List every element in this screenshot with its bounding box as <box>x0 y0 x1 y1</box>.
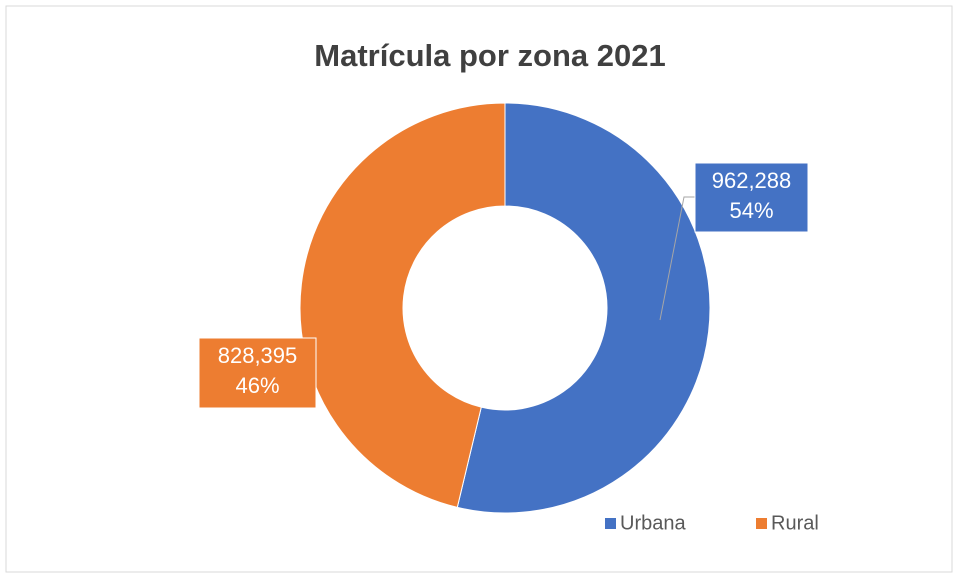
legend-label: Urbana <box>620 512 686 534</box>
donut-slice <box>299 102 506 508</box>
data-label-percent: 54% <box>729 198 773 223</box>
data-label-value: 962,288 <box>712 168 792 193</box>
legend-label: Rural <box>771 512 819 534</box>
data-label-box <box>694 162 809 233</box>
data-label-box <box>198 337 317 409</box>
data-label-percent: 46% <box>235 373 279 398</box>
legend-swatch <box>605 518 616 529</box>
legend-swatch <box>756 518 767 529</box>
leader-line <box>659 196 695 321</box>
donut-slice <box>456 102 711 514</box>
data-label-value: 828,395 <box>218 343 298 368</box>
chart-title: Matrícula por zona 2021 <box>314 38 665 73</box>
